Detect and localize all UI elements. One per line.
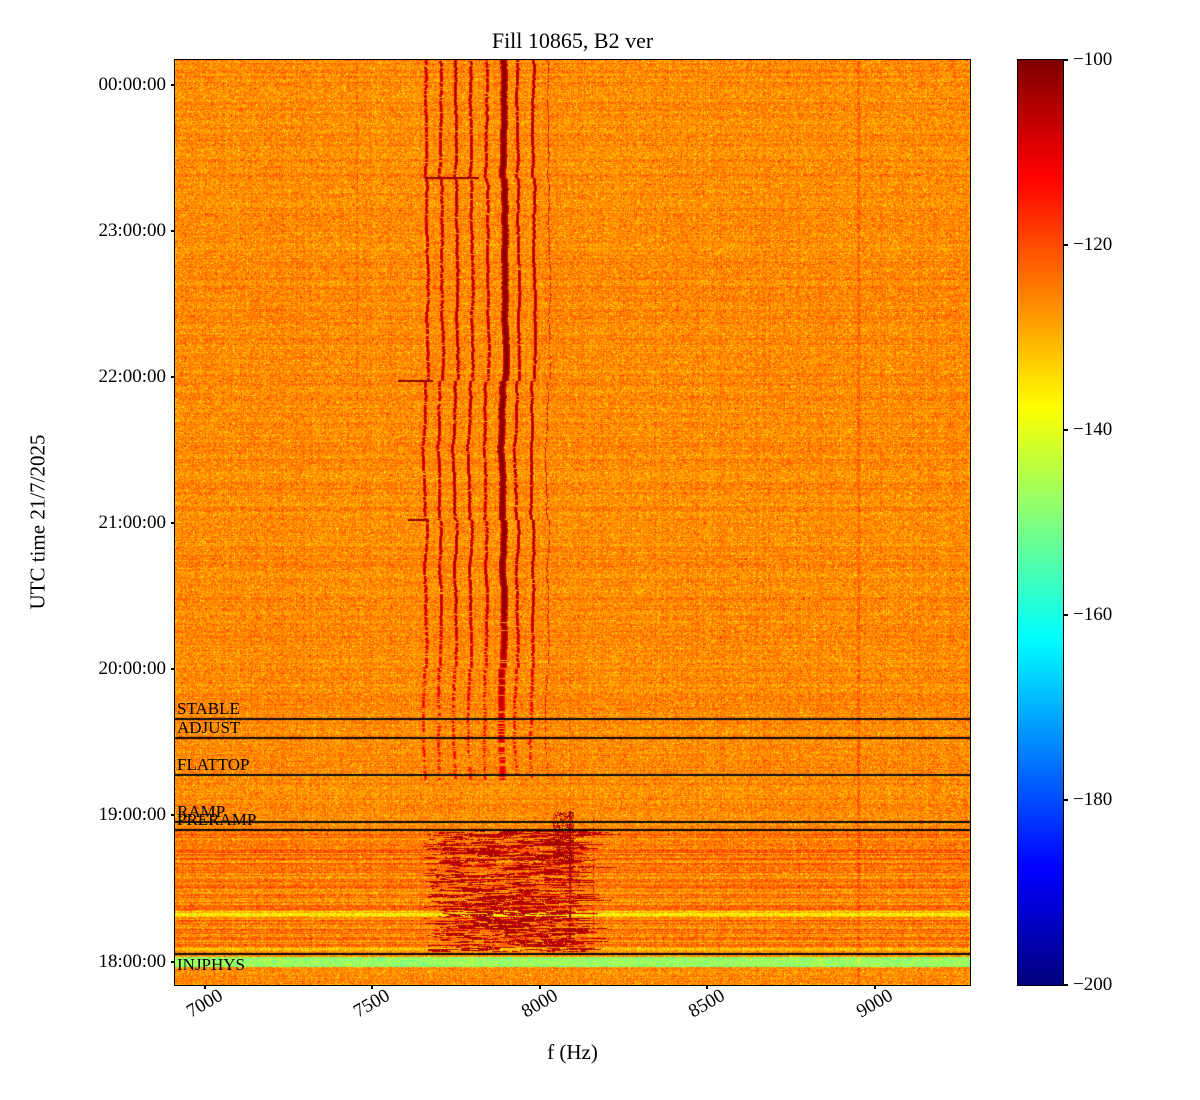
plot-title: Fill 10865, B2 ver: [491, 28, 654, 53]
y-tick-label: 22:00:00: [98, 366, 166, 388]
y-tick-label: 20:00:00: [98, 658, 166, 680]
x-tick-label: 7000: [183, 984, 227, 1023]
x-tick-label: 8500: [685, 984, 729, 1023]
colorbar-tick-label: −120: [1073, 234, 1113, 255]
x-tick-mark: [371, 985, 374, 989]
y-tick-label: 18:00:00: [98, 950, 166, 972]
x-tick-label: 9000: [852, 984, 897, 1023]
beam-mode-label: ADJUST: [177, 718, 241, 737]
x-tick-label: 8000: [517, 984, 562, 1023]
beam-mode-label: INJPHYS: [177, 955, 246, 974]
colorbar-tick-mark: [1064, 429, 1068, 431]
x-tick-mark: [873, 985, 876, 989]
colorbar-tick-mark: [1064, 244, 1068, 246]
x-tick-label: 7500: [350, 984, 394, 1023]
x-axis-label: f (Hz): [547, 1040, 598, 1064]
y-tick-label: 19:00:00: [98, 804, 166, 826]
y-tick-mark: [171, 376, 175, 379]
colorbar-tick-label: −200: [1073, 974, 1113, 995]
beam-mode-label: FLATTOP: [177, 755, 250, 774]
y-tick-mark: [171, 229, 175, 232]
colorbar-tick-mark: [1064, 984, 1068, 986]
y-tick-mark: [171, 83, 175, 86]
plot-area: STABLE ADJUST FLATTOP RAMP PRERAMP INJPHYS: [174, 59, 971, 986]
y-tick-mark: [171, 522, 175, 525]
x-tick-mark: [706, 985, 709, 989]
colorbar-tick-label: −180: [1073, 789, 1113, 810]
x-tick-mark: [204, 985, 207, 989]
colorbar-tick-mark: [1064, 799, 1068, 801]
spectrogram-canvas: [175, 60, 970, 985]
colorbar-tick-label: −140: [1073, 419, 1113, 440]
x-tick-mark: [538, 985, 541, 989]
colorbar-tick-mark: [1064, 59, 1068, 61]
colorbar-tick-label: −100: [1073, 49, 1113, 70]
colorbar-tick-label: −160: [1073, 604, 1113, 625]
beam-mode-label: STABLE: [177, 699, 240, 718]
beam-mode-label: RAMP: [177, 802, 226, 821]
y-tick-label: 23:00:00: [98, 219, 166, 241]
y-tick-mark: [171, 814, 175, 817]
y-tick-mark: [171, 960, 175, 963]
colorbar-tick-mark: [1064, 614, 1068, 616]
beam-mode-label: PRERAMP: [177, 810, 257, 829]
y-tick-label: 21:00:00: [98, 512, 166, 534]
colorbar-canvas: [1018, 60, 1063, 985]
y-tick-label: 00:00:00: [98, 73, 166, 95]
y-tick-mark: [171, 668, 175, 671]
colorbar: [1017, 59, 1064, 986]
